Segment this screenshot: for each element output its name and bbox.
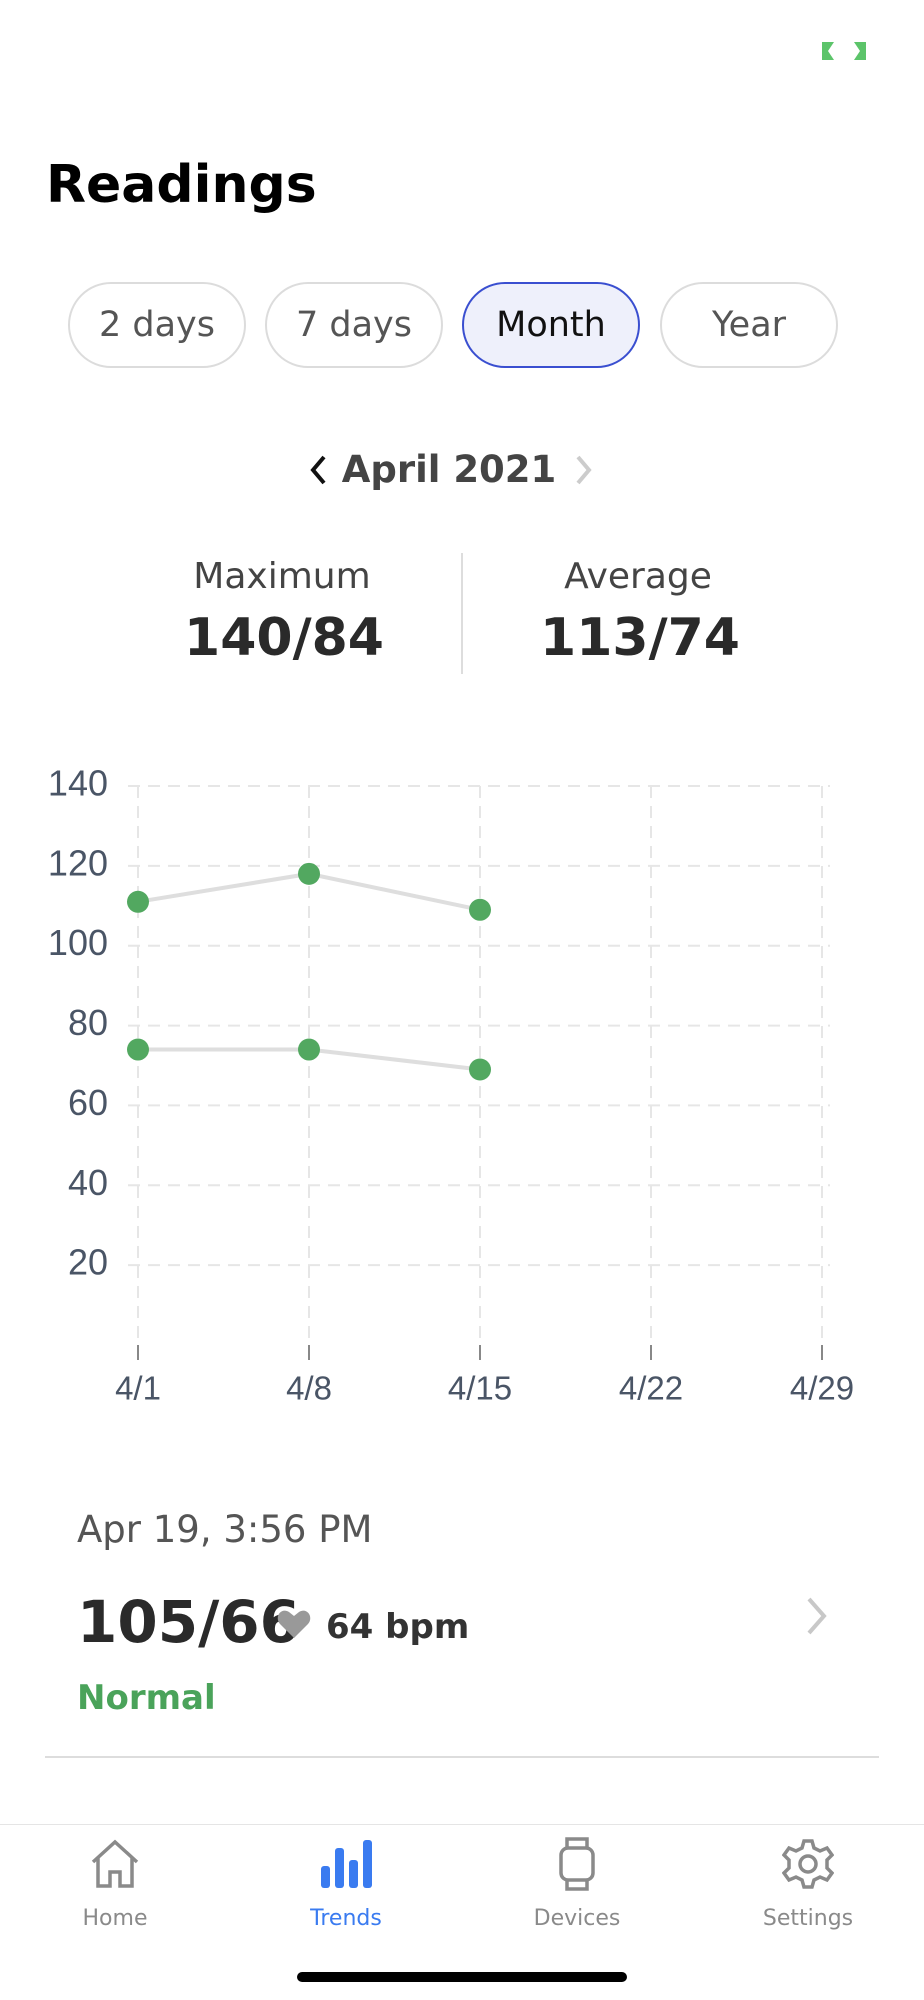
nav-label[interactable]: Home: [82, 1906, 148, 1931]
home-indicator: [297, 1972, 627, 1982]
home-icon[interactable]: [88, 1838, 142, 1890]
tab[interactable]: 2 days: [68, 282, 246, 368]
x-tick-label: 4/15: [448, 1370, 512, 1407]
data-point: [298, 862, 320, 885]
reading-time: Apr 19, 3:56 PM: [77, 1508, 373, 1551]
stat-value: 140/84: [184, 608, 384, 668]
y-tick-label: 80: [68, 1002, 108, 1043]
x-tick-label: 4/1: [115, 1370, 161, 1407]
stat-label: Average: [564, 556, 712, 597]
stat-value: 113/74: [540, 608, 740, 668]
stat-label: Maximum: [193, 556, 371, 597]
y-tick-label: 100: [48, 922, 108, 963]
y-tick-label: 140: [48, 763, 108, 804]
data-point: [469, 898, 491, 921]
data-point: [127, 1038, 149, 1061]
next-button[interactable]: [572, 454, 594, 486]
nav-label[interactable]: Settings: [762, 1906, 854, 1931]
tab[interactable]: 7 days: [265, 282, 443, 368]
devices-icon[interactable]: [556, 1836, 598, 1892]
period-label: April 2021: [341, 448, 557, 491]
nav-label[interactable]: Trends: [310, 1906, 382, 1931]
divider: [45, 1756, 879, 1758]
heart-icon: [277, 1610, 311, 1638]
x-tick-label: 4/8: [286, 1370, 332, 1407]
reading-status: Normal: [77, 1678, 216, 1718]
data-point: [298, 1038, 320, 1061]
y-tick-label: 20: [68, 1242, 108, 1283]
detail-chevron[interactable]: [804, 1596, 830, 1636]
data-point: [469, 1058, 491, 1081]
trends-icon[interactable]: [318, 1836, 374, 1890]
tab[interactable]: Month: [462, 282, 640, 368]
prev-button[interactable]: [308, 454, 330, 486]
data-point: [127, 890, 149, 913]
status-icon: [822, 42, 866, 60]
y-tick-label: 60: [68, 1082, 108, 1123]
divider: [461, 553, 463, 674]
tab-bar-border: [0, 1824, 924, 1825]
page-title: Readings: [46, 155, 317, 215]
nav-label[interactable]: Devices: [533, 1906, 621, 1931]
y-tick-label: 120: [48, 842, 108, 883]
pulse: 64 bpm: [326, 1607, 470, 1647]
x-tick-label: 4/22: [619, 1370, 683, 1407]
tab[interactable]: Year: [660, 282, 838, 368]
reading-value: 105/66: [77, 1588, 300, 1656]
y-tick-label: 40: [68, 1162, 108, 1203]
x-tick-label: 4/29: [790, 1370, 854, 1407]
settings-icon[interactable]: [782, 1838, 834, 1890]
